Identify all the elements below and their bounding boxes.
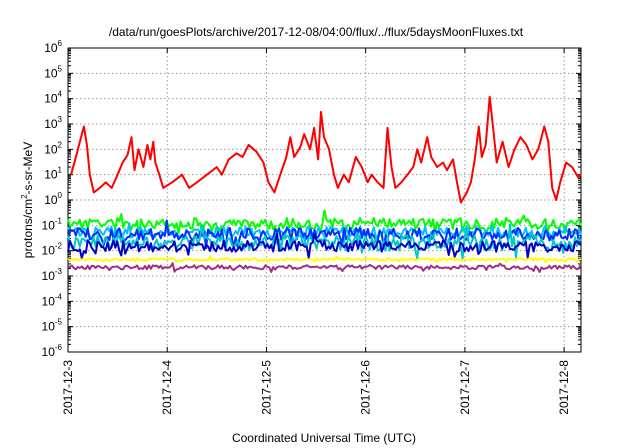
y-tick-label: 106 <box>44 39 62 55</box>
y-tick-label: 10-1 <box>42 216 63 232</box>
x-axis: 2017-12-3 2017-12-4 2017-12-5 2017-12-6 2017… <box>61 48 571 415</box>
series-line <box>67 219 582 250</box>
series-line <box>67 255 582 264</box>
y-tick-label: 102 <box>44 140 62 156</box>
y-tick-label: 10-3 <box>42 267 63 283</box>
x-tick-label: 2017-12-5 <box>259 360 273 415</box>
y-axis-label: protons/cm2-s-sr-MeV <box>20 142 35 258</box>
y-axis: 10-6 10-5 10-4 10-3 10-2 10-1 100 101 102 103 104 1… <box>42 39 581 359</box>
y-tick-label: 10-6 <box>42 343 63 359</box>
chart-title: /data/run/goesPlots/archive/2017-12-08/0… <box>109 25 524 39</box>
grid-lines <box>68 48 581 352</box>
series-line <box>67 209 582 237</box>
series-group <box>67 95 582 273</box>
y-tick-label: 10-2 <box>42 242 63 258</box>
y-tick-label: 101 <box>44 166 62 182</box>
x-tick-label: 2017-12-7 <box>458 360 472 415</box>
y-tick-label: 104 <box>44 90 62 106</box>
y-tick-label: 100 <box>44 191 62 207</box>
x-tick-label: 2017-12-4 <box>160 360 174 415</box>
x-axis-label: Coordinated Universal Time (UTC) <box>232 431 416 445</box>
series-line <box>67 233 582 260</box>
y-tick-label: 105 <box>44 64 62 80</box>
y-tick-label: 103 <box>44 115 62 131</box>
y-axis-label-sup: 2 <box>20 194 29 199</box>
x-tick-label: 2017-12-3 <box>61 360 75 415</box>
x-tick-label: 2017-12-6 <box>359 360 373 415</box>
y-axis-label-suffix: -s-sr-MeV <box>21 142 35 195</box>
y-axis-label-prefix: protons/cm <box>21 199 35 258</box>
x-tick-label: 2017-12-8 <box>557 360 571 415</box>
series-line <box>70 95 582 204</box>
series-line <box>67 262 582 273</box>
y-tick-label: 10-4 <box>42 292 63 308</box>
y-tick-label: 10-5 <box>42 318 63 334</box>
